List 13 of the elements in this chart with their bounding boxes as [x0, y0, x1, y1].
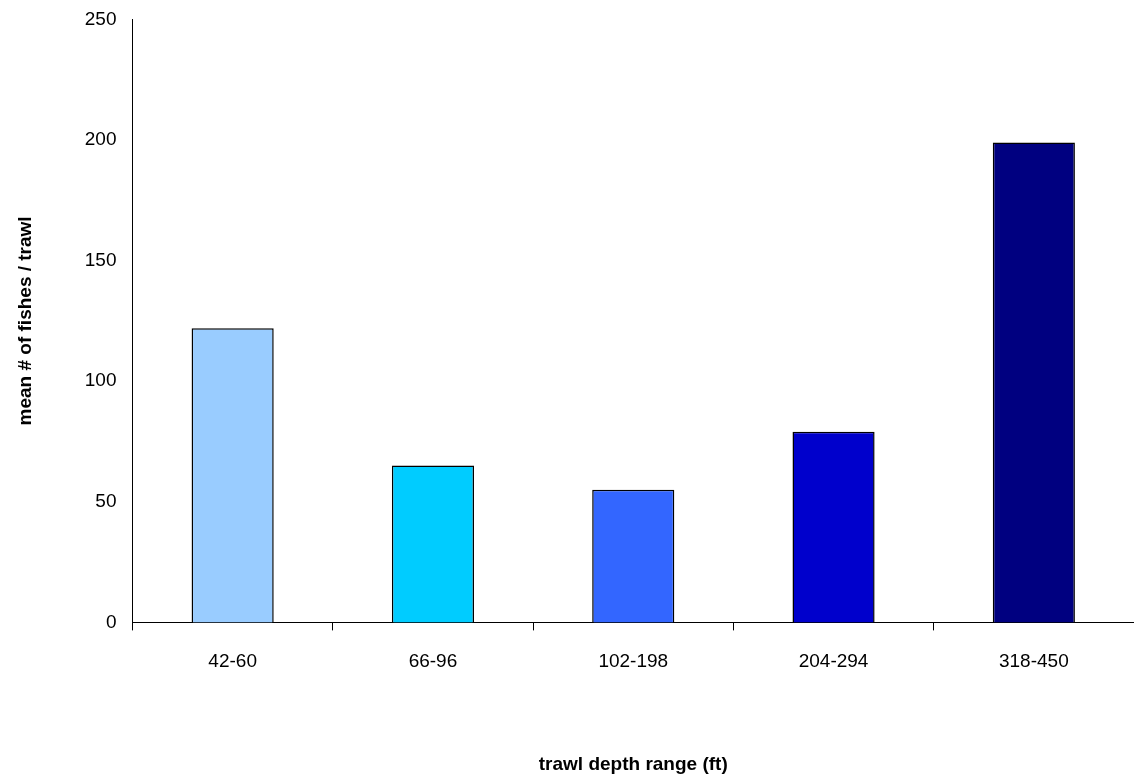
y-tick-label: 50: [95, 490, 117, 512]
y-tick-label: 0: [105, 610, 117, 632]
x-tick-label: 318-450: [998, 650, 1069, 672]
x-tick-label: 102-198: [598, 650, 669, 672]
y-tick-label: 100: [84, 369, 117, 391]
x-tick-label: 42-60: [208, 650, 257, 672]
y-axis-title: mean # of fishes / trawl: [13, 216, 35, 426]
y-tick-label: 250: [84, 7, 117, 29]
x-axis-title: trawl depth range (ft): [538, 752, 728, 774]
y-tick-label: 150: [84, 248, 117, 270]
x-tick-label: 204-294: [798, 650, 869, 672]
x-tick-label: 66-96: [408, 650, 458, 672]
y-tick-label: 200: [84, 128, 117, 150]
